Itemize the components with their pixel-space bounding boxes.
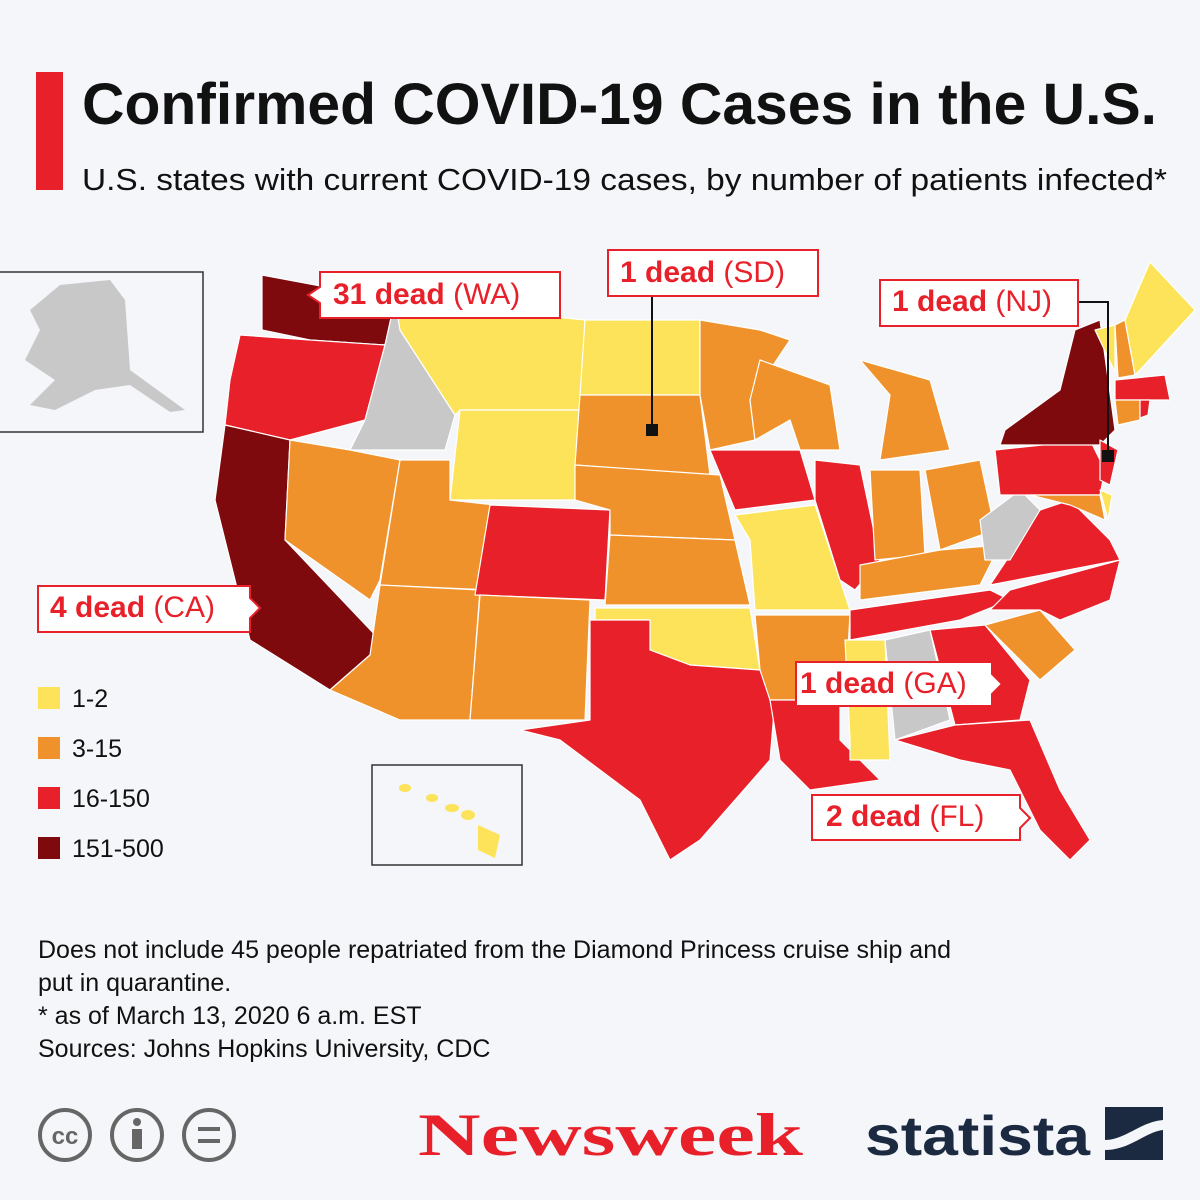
legend-swatch	[38, 737, 60, 759]
sd-marker	[646, 424, 658, 436]
notes: Does not include 45 people repatriated f…	[38, 936, 951, 1063]
title: Confirmed COVID-19 Cases in the U.S.	[82, 72, 1157, 137]
subtitle: U.S. states with current COVID-19 cases,…	[82, 162, 1167, 197]
hawaii-inset	[371, 764, 523, 866]
legend-label: 151-500	[72, 835, 164, 863]
callout-state: (NJ)	[995, 285, 1052, 318]
callout-state: (CA)	[153, 591, 215, 624]
legend-swatch	[38, 787, 60, 809]
svg-text:1 dead (NJ): 1 dead (NJ)	[892, 285, 1052, 318]
callout-deaths: 4 dead	[50, 591, 145, 624]
legend-label: 16-150	[72, 785, 150, 813]
callout-deaths: 1 dead	[620, 256, 715, 289]
callout: 2 dead (FL)	[811, 794, 1032, 841]
legend: 1-2 3-15 16-150 151-500	[38, 685, 164, 863]
leader-lines	[651, 296, 1109, 455]
hawaii	[399, 784, 500, 858]
svg-text:4 dead (CA): 4 dead (CA)	[50, 591, 215, 624]
svg-text:31 dead (WA): 31 dead (WA)	[333, 278, 520, 311]
callout: 4 dead (CA)	[37, 585, 262, 633]
callout-state: (SD)	[723, 256, 785, 289]
title-bar	[36, 72, 63, 190]
note: put in quarantine.	[38, 969, 231, 997]
svg-text:2 dead (FL): 2 dead (FL)	[826, 800, 984, 833]
callout-state: (WA)	[453, 278, 520, 311]
nj-marker	[1102, 450, 1114, 462]
nd-icon	[198, 1127, 220, 1131]
callout-deaths: 1 dead	[800, 667, 895, 700]
callout-deaths: 1 dead	[892, 285, 987, 318]
callout-state: (FL)	[929, 800, 984, 833]
legend-swatch	[38, 837, 60, 859]
callout: 1 dead (NJ)	[879, 279, 1079, 327]
svg-text:1 dead (GA): 1 dead (GA)	[800, 667, 967, 700]
statista-mark	[1105, 1107, 1163, 1160]
statista-logo: statista	[865, 1104, 1091, 1167]
cc-icon: cc	[52, 1123, 79, 1150]
nd-icon	[198, 1139, 220, 1143]
license-icons	[38, 1108, 236, 1162]
legend-label: 3-15	[72, 735, 122, 763]
callout-deaths: 2 dead	[826, 800, 921, 833]
note: Does not include 45 people repatriated f…	[38, 936, 951, 964]
alaska	[25, 280, 185, 412]
callout-state: (GA)	[903, 667, 966, 700]
note: * as of March 13, 2020 6 a.m. EST	[38, 1002, 422, 1030]
callout: 1 dead (GA)	[795, 661, 1004, 707]
legend-label: 1-2	[72, 685, 108, 713]
by-icon	[133, 1118, 141, 1126]
by-icon	[132, 1129, 142, 1149]
note: Sources: Johns Hopkins University, CDC	[38, 1035, 490, 1063]
svg-text:1 dead (SD): 1 dead (SD)	[620, 256, 785, 289]
callout-deaths: 31 dead	[333, 278, 445, 311]
legend-swatch	[38, 687, 60, 709]
newsweek-logo: Newsweek	[418, 1102, 804, 1168]
callout: 1 dead (SD)	[607, 249, 819, 297]
callout: 31 dead (WA)	[306, 271, 561, 319]
